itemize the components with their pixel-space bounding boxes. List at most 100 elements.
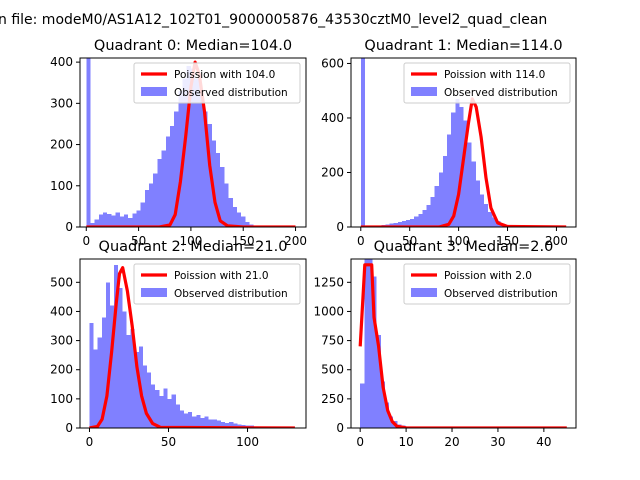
hist-bar	[142, 365, 148, 428]
hist-bar	[101, 317, 106, 428]
hist-bar	[430, 197, 435, 227]
hist-bar	[216, 420, 221, 428]
legend-box	[133, 62, 301, 104]
hist-bar	[360, 58, 365, 227]
hist-bar	[165, 136, 170, 227]
hist-bar	[455, 98, 460, 227]
hist-bar	[98, 214, 104, 227]
x-tick-label: 20	[444, 435, 459, 449]
hist-bar	[225, 422, 230, 428]
y-tick-label: 600	[321, 56, 344, 70]
legend-hist-label: Observed distribution	[444, 288, 558, 300]
hist-bar	[236, 212, 242, 227]
hist-bar	[128, 217, 133, 227]
hist-bar	[178, 90, 183, 227]
hist-bar	[216, 152, 221, 227]
hist-bar	[119, 216, 124, 227]
y-tick-label: 200	[321, 165, 344, 179]
y-tick-label: 100	[50, 392, 73, 406]
hist-bar	[364, 259, 369, 428]
x-tick-label: 100	[447, 234, 470, 248]
hist-bar	[410, 218, 415, 227]
x-tick-label: 50	[161, 435, 176, 449]
hist-bar	[126, 334, 131, 428]
hist-bar	[105, 282, 111, 428]
y-tick-label: 300	[50, 334, 73, 348]
legend-hist-label: Observed distribution	[444, 87, 558, 99]
hist-bar	[368, 259, 373, 428]
legend-hist-swatch	[411, 87, 437, 96]
x-tick-label: 0	[86, 435, 94, 449]
hist-bar	[405, 220, 411, 227]
hist-bar	[94, 219, 99, 227]
hist-bar	[484, 203, 489, 227]
hist-bar	[200, 417, 205, 428]
x-tick-label: 50	[131, 234, 146, 248]
hist-bar	[488, 212, 493, 227]
legend-box	[133, 263, 301, 305]
x-tick-label: 200	[545, 234, 568, 248]
hist-bar	[471, 161, 476, 227]
hist-bar	[147, 372, 152, 428]
hist-bar	[232, 207, 237, 227]
hist-bar	[376, 334, 381, 428]
subplot-title: Quadrant 1: Median=114.0	[364, 38, 562, 54]
x-tick-label: 10	[398, 435, 413, 449]
y-tick-label: 400	[50, 304, 73, 318]
hist-bar	[245, 222, 250, 227]
hist-bar	[157, 158, 162, 227]
poisson-line	[89, 266, 295, 428]
hist-bar	[149, 183, 154, 227]
hist-bar	[111, 215, 116, 227]
hist-bar	[114, 264, 119, 428]
hist-bar	[174, 111, 179, 227]
hist-bar	[212, 419, 217, 428]
legend-hist-swatch	[141, 288, 167, 297]
hist-bar	[380, 381, 385, 428]
legend-hist-label: Observed distribution	[174, 288, 288, 300]
hist-bar	[208, 419, 213, 428]
y-tick-label: 400	[321, 111, 344, 125]
y-tick-label: 0	[336, 220, 344, 234]
hist-bar	[153, 173, 158, 227]
hist-bar	[229, 422, 234, 428]
hist-bar	[107, 213, 112, 227]
legend-box	[403, 62, 571, 104]
hist-bar	[241, 216, 246, 227]
figure-suptitle: n file: modeM0/AS1A12_102T01_9000005876_…	[0, 12, 547, 28]
hist-bar	[233, 423, 238, 428]
legend-line-label: Poission with 2.0	[444, 270, 532, 282]
hist-bar	[196, 414, 201, 428]
subplot-0: 0 50 100 150 200 0 100 200 300 400 Quadrant 0: Med…	[50, 38, 307, 248]
y-tick-label: 300	[50, 96, 73, 110]
hist-bar	[418, 213, 423, 227]
hist-bar	[397, 222, 402, 227]
hist-bar	[186, 66, 191, 227]
hist-bar	[110, 305, 115, 428]
legend-line-label: Poission with 104.0	[174, 69, 275, 81]
hist-bar	[97, 337, 102, 428]
legend-hist-label: Observed distribution	[174, 87, 288, 99]
hist-bar	[393, 222, 398, 227]
legend-hist-swatch	[411, 288, 437, 297]
subplot-title: Quadrant 0: Median=104.0	[94, 38, 292, 54]
hist-bar	[167, 398, 172, 428]
hist-bar	[463, 120, 468, 227]
hist-bar	[103, 212, 108, 227]
hist-bar	[190, 68, 196, 227]
hist-bar	[401, 221, 406, 227]
y-tick-label: 0	[65, 220, 73, 234]
hist-bar	[93, 349, 98, 428]
legend-hist-swatch	[141, 87, 167, 96]
hist-bar	[130, 328, 135, 428]
hist-bar	[360, 383, 365, 428]
x-tick-label: 40	[536, 435, 551, 449]
hist-bar	[438, 172, 443, 227]
hist-bar	[89, 323, 94, 428]
y-tick-label: 1000	[313, 304, 344, 318]
x-tick-label: 150	[232, 234, 255, 248]
hist-bar	[90, 222, 95, 227]
hist-bar	[122, 311, 127, 428]
